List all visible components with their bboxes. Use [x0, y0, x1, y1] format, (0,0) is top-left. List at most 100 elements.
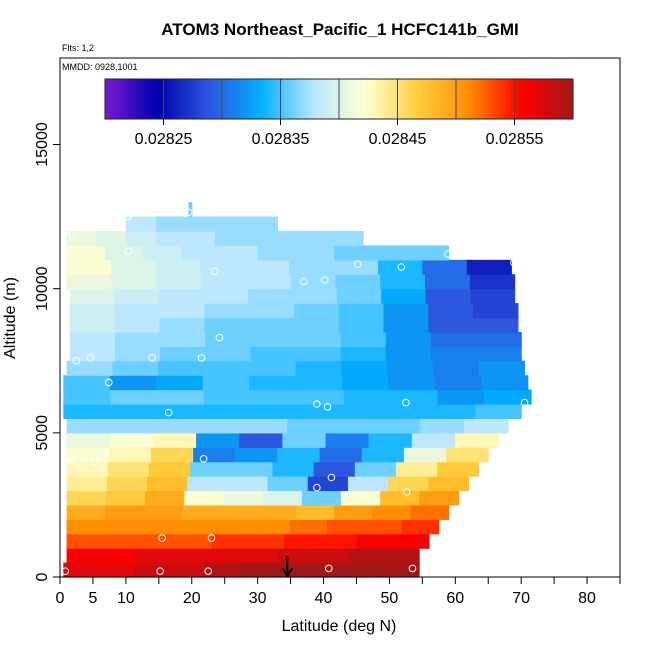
colorbar-segment [420, 79, 426, 119]
heatmap-cell [428, 317, 474, 333]
colorbar-segment [167, 79, 172, 119]
colorbar-segment [389, 79, 395, 119]
heatmap-cell [172, 548, 209, 564]
heatmap-cell [111, 259, 157, 275]
heatmap-cell [200, 404, 248, 420]
colorbar-segment [303, 79, 309, 119]
heatmap-cell [215, 519, 254, 535]
colorbar-segment [498, 79, 504, 119]
heatmap-cell [333, 231, 364, 247]
colorbar-segment [128, 79, 133, 119]
colorbar-segment [261, 79, 266, 119]
sample-point [323, 403, 332, 411]
sample-point [510, 258, 518, 267]
heatmap-cell [159, 317, 205, 333]
heatmap-cell [295, 360, 342, 376]
colorbar-segment [424, 79, 430, 119]
heatmap-cell [473, 317, 519, 333]
heatmap-cell [476, 346, 522, 362]
colorbar-segment [549, 79, 554, 119]
heatmap-cell [383, 404, 431, 420]
heatmap-cell [200, 274, 247, 290]
colorbar-segment [249, 79, 254, 119]
colorbar-segment [288, 79, 293, 119]
heatmap-cell [227, 476, 269, 492]
colorbar-segment [331, 79, 336, 119]
colorbar-segment [155, 79, 161, 119]
heatmap-cell [115, 331, 161, 347]
heatmap-cell [66, 519, 105, 535]
colorbar-segment [311, 79, 317, 119]
heatmap-cell [388, 375, 436, 391]
heatmap-cell [295, 375, 343, 391]
colorbar-segment [350, 79, 356, 119]
latitude-arrow [281, 556, 294, 578]
heatmap-cell [69, 331, 116, 347]
heatmap-cell [392, 533, 430, 549]
colorbar-segment [229, 79, 235, 119]
heatmap-cell [257, 245, 297, 261]
heatmap-cell [108, 447, 152, 463]
colorbar-segment [202, 79, 207, 119]
colorbar-segment [502, 79, 508, 119]
sample-point [148, 354, 156, 362]
heatmap-cell [231, 461, 274, 477]
colorbar-segment [292, 79, 297, 119]
heatmap-cell [377, 259, 423, 275]
heatmap-cell [111, 274, 157, 290]
colorbar-segment [491, 79, 496, 119]
heatmap-cell [66, 533, 104, 549]
heatmap-cell [331, 418, 377, 434]
colorbar-segment [307, 79, 313, 119]
heatmap-cell [257, 504, 297, 520]
colorbar-segment [190, 79, 196, 119]
sample-points [61, 208, 529, 576]
heatmap-cell [204, 317, 250, 333]
colorbar-segment [514, 79, 519, 119]
colorbar-segment [183, 79, 188, 119]
heatmap-cell [160, 346, 206, 362]
colorbar-segment [440, 79, 445, 119]
heatmap-cell [101, 548, 138, 564]
heatmap-cell [430, 346, 477, 362]
heatmap-cell [69, 317, 116, 333]
colorbar-segment [315, 79, 320, 119]
heatmap-cell [214, 231, 246, 247]
colorbar-segment [428, 79, 434, 119]
colorbar-segment [284, 79, 289, 119]
heatmap-cell [419, 490, 460, 506]
heatmap-cell [160, 331, 206, 347]
heatmap-cell [312, 562, 349, 578]
heatmap-cell [267, 476, 309, 492]
colorbar-frame [104, 78, 574, 120]
colorbar-segment [276, 79, 281, 119]
colorbar-segment [366, 79, 371, 119]
colorbar-segment [378, 79, 383, 119]
heatmap-cell [469, 274, 516, 290]
heatmap-cell [295, 346, 342, 362]
heatmap-cell [347, 476, 389, 492]
flights-label: Flts: 1,2 [62, 43, 94, 53]
sample-point [402, 398, 410, 407]
colorbar-segment [358, 79, 363, 119]
heatmap-cell [287, 418, 333, 434]
sample-point [211, 267, 219, 276]
colorbar-segment [526, 79, 531, 119]
colorbar-segment [417, 79, 422, 119]
heatmap-cell [186, 216, 203, 232]
heatmap-cell [105, 490, 146, 506]
heatmap-cell [239, 432, 283, 448]
heatmap-cell [203, 360, 251, 376]
heatmap-cell [375, 418, 421, 434]
heatmap-cell [66, 259, 112, 275]
heatmap-cell [301, 490, 342, 506]
colorbar-segment [522, 79, 527, 119]
heatmap-cell [385, 346, 432, 362]
heatmap-cell [401, 519, 440, 535]
heatmap-cell [66, 548, 103, 564]
sample-point [164, 408, 173, 417]
heatmap-cell [289, 519, 328, 535]
x-tick-label: 40 [315, 590, 333, 607]
heatmap-cell [446, 447, 489, 463]
heatmap-cell [102, 533, 140, 549]
